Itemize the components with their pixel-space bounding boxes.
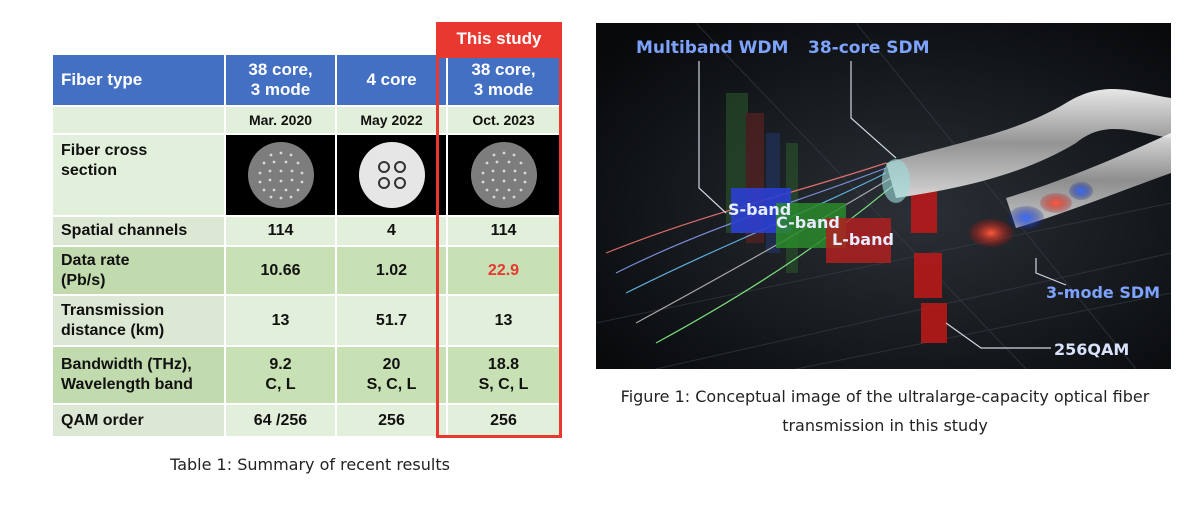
- table-row: Data rate (Pb/s) 10.66 1.02 22.9: [53, 247, 561, 296]
- fiber-38core-image-2: [448, 135, 561, 217]
- table-row: Transmission distance (km) 13 51.7 13: [53, 296, 561, 347]
- row-value: 10.66: [226, 247, 337, 296]
- date-col-1: Mar. 2020: [226, 107, 337, 135]
- fiber-4core-image: [337, 135, 448, 217]
- row-value: 4: [337, 217, 448, 247]
- label-multiband-wdm: Multiband WDM: [636, 38, 788, 58]
- label-256qam: 256QAM: [1054, 340, 1129, 359]
- row-label: QAM order: [53, 405, 226, 438]
- table-caption: Table 1: Summary of recent results: [170, 455, 450, 474]
- conceptual-figure: Multiband WDM 38-core SDM S-band C-band …: [596, 23, 1171, 369]
- label-3-mode-sdm: 3-mode SDM: [1046, 283, 1160, 302]
- header-col-1: 38 core, 3 mode: [226, 55, 337, 107]
- cross-section-label: Fiber cross section: [53, 135, 226, 217]
- fiber-38core-image-1: [226, 135, 337, 217]
- figure-illustration: Multiband WDM 38-core SDM S-band C-band …: [596, 23, 1171, 369]
- label-c-band: C-band: [776, 213, 840, 232]
- figure-caption: Figure 1: Conceptual image of the ultral…: [600, 382, 1170, 440]
- this-study-badge: This study: [436, 22, 562, 55]
- table-header-row: Fiber type 38 core, 3 mode 4 core 38 cor…: [53, 55, 561, 107]
- date-col-3: Oct. 2023: [448, 107, 561, 135]
- figure-caption-line-1: Figure 1: Conceptual image of the ultral…: [620, 387, 1150, 406]
- row-value: 51.7: [337, 296, 448, 347]
- results-table: Fiber type 38 core, 3 mode 4 core 38 cor…: [53, 55, 561, 438]
- row-value: 1.02: [337, 247, 448, 296]
- row-value: 20 S, C, L: [337, 347, 448, 405]
- table-row: Bandwidth (THz), Wavelength band 9.2 C, …: [53, 347, 561, 405]
- row-label: Spatial channels: [53, 217, 226, 247]
- table-cross-section-row: Fiber cross section: [53, 135, 561, 217]
- row-label: Bandwidth (THz), Wavelength band: [53, 347, 226, 405]
- row-value: 256: [448, 405, 561, 438]
- header-col-3: 38 core, 3 mode: [448, 55, 561, 107]
- row-value-highlight: 22.9: [448, 247, 561, 296]
- row-value: 9.2 C, L: [226, 347, 337, 405]
- row-value: 114: [226, 217, 337, 247]
- figure-caption-line-2: transmission in this study: [782, 416, 988, 435]
- header-col-2: 4 core: [337, 55, 448, 107]
- date-label: [53, 107, 226, 135]
- row-value: 13: [226, 296, 337, 347]
- row-value: 256: [337, 405, 448, 438]
- date-col-2: May 2022: [337, 107, 448, 135]
- row-value: 13: [448, 296, 561, 347]
- label-s-band: S-band: [728, 200, 791, 219]
- header-fiber-type: Fiber type: [53, 55, 226, 107]
- table-row: Spatial channels 114 4 114: [53, 217, 561, 247]
- table-date-row: Mar. 2020 May 2022 Oct. 2023: [53, 107, 561, 135]
- label-l-band: L-band: [832, 230, 894, 249]
- row-value: 18.8 S, C, L: [448, 347, 561, 405]
- table-row: QAM order 64 /256 256 256: [53, 405, 561, 438]
- row-label: Data rate (Pb/s): [53, 247, 226, 296]
- label-38-core-sdm: 38-core SDM: [808, 38, 930, 58]
- row-label: Transmission distance (km): [53, 296, 226, 347]
- row-value: 114: [448, 217, 561, 247]
- row-value: 64 /256: [226, 405, 337, 438]
